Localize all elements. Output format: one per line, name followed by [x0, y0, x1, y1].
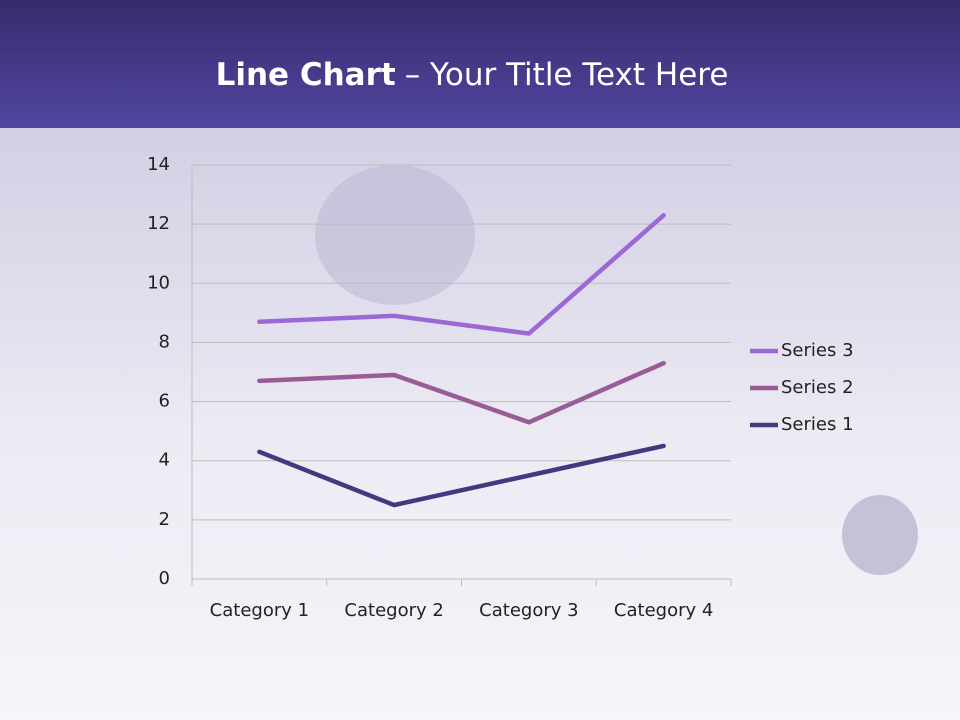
background-shape [842, 495, 918, 575]
y-tick-label: 10 [147, 272, 170, 293]
x-tick-label: Category 2 [344, 600, 443, 621]
legend-label: Series 2 [781, 377, 854, 398]
y-tick-label: 8 [159, 331, 170, 352]
y-tick-label: 2 [159, 509, 170, 530]
x-tick-label: Category 3 [479, 600, 578, 621]
plot: 0 2 4 6 8 10 12 14 Category 1 Category 2 Category … [147, 154, 853, 621]
legend-label: Series 1 [781, 414, 854, 435]
y-tick-label: 4 [159, 450, 170, 471]
y-tick-label: 0 [159, 568, 170, 589]
x-tick-label: Category 1 [210, 600, 309, 621]
series-line [257, 443, 666, 508]
y-tick-label: 6 [159, 391, 170, 412]
series-line [257, 213, 666, 336]
background-shape [315, 165, 475, 305]
title-text: – Your Title Text Here [405, 57, 729, 93]
legend-label: Series 3 [781, 340, 854, 361]
y-tick-label: 14 [147, 154, 170, 175]
series-line [257, 360, 666, 425]
header-band [0, 0, 960, 128]
chart-title: Line Chart – Your Title Text Here [216, 57, 729, 93]
title-emphasis: Line Chart [216, 57, 396, 93]
x-tick-label: Category 4 [614, 600, 713, 621]
y-tick-label: 12 [147, 213, 170, 234]
